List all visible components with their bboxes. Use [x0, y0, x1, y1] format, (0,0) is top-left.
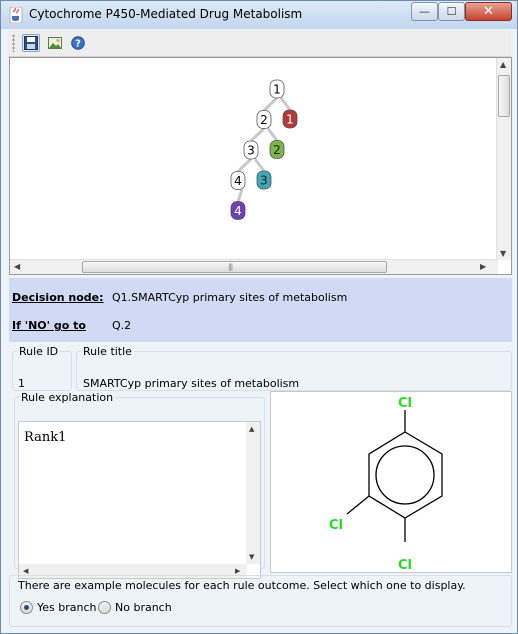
rule-info: Rule ID 1 Rule title SMARTCyp primary si… — [9, 345, 512, 394]
outcome-node-3-label: 3 — [260, 174, 268, 188]
tree-edge-yes-2 — [266, 127, 279, 142]
scroll-left-icon[interactable]: ◀ — [23, 567, 29, 575]
tree-vertical-scrollbar[interactable]: ▲ ▼ — [496, 58, 511, 260]
svg-text:?: ? — [75, 39, 81, 50]
scroll-right-icon[interactable]: ▶ — [480, 262, 487, 271]
example-selection-group: There are example molecules for each rul… — [9, 575, 512, 627]
chlorine-atom-left: Cl — [329, 518, 343, 533]
rule-title-value: SMARTCyp primary sites of metabolism — [83, 377, 300, 390]
decision-tree-panel: 1 2 3 4 1 2 3 4 ▲ ▼ ◀ ||| ▶ — [9, 57, 512, 275]
maximize-icon: ☐ — [446, 5, 457, 18]
image-icon — [48, 37, 62, 49]
outcome-node-2[interactable]: 2 — [269, 140, 285, 159]
decision-node-3[interactable]: 3 — [243, 140, 259, 160]
scroll-up-icon[interactable]: ▲ — [249, 425, 255, 433]
close-icon: ✕ — [483, 4, 494, 19]
outcome-node-4[interactable]: 4 — [230, 201, 246, 220]
explanation-vertical-scrollbar[interactable]: ▲ ▼ — [246, 422, 260, 564]
tree-edge-no-2 — [249, 127, 266, 143]
tree-edge-yes-3 — [253, 158, 266, 172]
export-image-button[interactable] — [46, 34, 64, 52]
rule-explanation-text: Rank1 — [24, 430, 67, 445]
rule-title-group: Rule title SMARTCyp primary sites of met… — [76, 345, 512, 391]
decision-tree-graph: 1 2 3 4 1 2 3 4 — [230, 79, 298, 220]
toolbar-grip[interactable] — [12, 34, 15, 52]
outcome-node-1-label: 1 — [286, 113, 294, 127]
chlorine-atom-bottom: Cl — [398, 558, 412, 573]
save-button[interactable] — [22, 34, 40, 52]
scroll-right-icon[interactable]: ▶ — [235, 567, 241, 575]
outcome-node-1[interactable]: 1 — [282, 109, 298, 129]
rule-id-value: 1 — [18, 377, 25, 390]
rule-explanation-group: Rule explanation Rank1 ▲ ▼ ◀ ▶ — [14, 391, 265, 579]
chlorine-atom-top: Cl — [398, 396, 412, 411]
rule-id-label: Rule ID — [19, 345, 59, 358]
floppy-disk-icon — [24, 36, 38, 50]
rule-title-label: Rule title — [83, 345, 132, 358]
tree-horizontal-scrollbar[interactable]: ◀ ||| ▶ — [10, 259, 498, 274]
tree-horizontal-scroll-thumb[interactable]: ||| — [82, 261, 387, 273]
molecule-structure: Cl Cl Cl — [329, 396, 443, 573]
if-no-label: If 'NO' go to — [12, 319, 86, 332]
no-branch-label: No branch — [115, 601, 172, 614]
scroll-grip-icon: ||| — [228, 263, 233, 271]
yes-branch-label: Yes branch — [37, 601, 97, 614]
yes-branch-option[interactable]: Yes branch — [20, 601, 97, 614]
no-branch-option[interactable]: No branch — [98, 601, 172, 614]
decision-node-label: Decision node: — [12, 291, 104, 304]
scroll-up-icon[interactable]: ▲ — [500, 60, 507, 69]
decision-node-4-label: 4 — [234, 174, 242, 188]
toolbar: ? — [8, 30, 511, 57]
minimize-icon: — — [419, 5, 430, 18]
rule-explanation-textarea[interactable]: Rank1 ▲ ▼ ◀ ▶ — [18, 421, 261, 579]
tree-edge-yes-4 — [236, 189, 244, 202]
decision-node-2[interactable]: 2 — [256, 110, 272, 129]
maximize-button[interactable]: ☐ — [438, 2, 465, 21]
example-description: There are example molecules for each rul… — [18, 579, 466, 592]
scroll-left-icon[interactable]: ◀ — [14, 262, 21, 271]
tree-edge-yes-1 — [279, 97, 292, 111]
scroll-down-icon[interactable]: ▼ — [249, 553, 255, 561]
decision-node-1-label: 1 — [273, 83, 281, 97]
java-app-icon — [9, 7, 23, 23]
outcome-node-2-label: 2 — [273, 143, 281, 157]
minimize-button[interactable]: — — [411, 2, 438, 21]
outcome-node-3[interactable]: 3 — [256, 170, 272, 190]
no-branch-radio[interactable] — [98, 601, 111, 614]
decision-node-4[interactable]: 4 — [230, 171, 246, 190]
close-button[interactable]: ✕ — [465, 2, 512, 21]
decision-node-3-label: 3 — [247, 144, 255, 158]
tree-vertical-scroll-thumb[interactable] — [498, 75, 510, 117]
example-molecule-panel: Cl Cl Cl — [270, 391, 512, 573]
decision-node-value: Q1.SMARTCyp primary sites of metabolism — [112, 291, 348, 304]
scroll-down-icon[interactable]: ▼ — [500, 249, 507, 258]
tree-edge-no-1 — [262, 96, 279, 112]
explanation-horizontal-scrollbar[interactable]: ◀ ▶ — [19, 564, 247, 578]
if-no-value: Q.2 — [112, 319, 132, 332]
decision-node-1[interactable]: 1 — [269, 79, 285, 99]
help-icon: ? — [71, 36, 85, 50]
rule-explanation-label: Rule explanation — [21, 391, 114, 404]
decision-node-2-label: 2 — [260, 113, 268, 127]
window-title: Cytochrome P450-Mediated Drug Metabolism — [29, 7, 303, 21]
tree-edge-no-3 — [236, 157, 253, 173]
outcome-node-4-label: 4 — [234, 204, 242, 218]
yes-branch-radio[interactable] — [20, 601, 33, 614]
help-button[interactable]: ? — [69, 34, 87, 52]
decision-node-panel: Decision node: Q1.SMARTCyp primary sites… — [9, 278, 512, 342]
title-bar[interactable]: Cytochrome P450-Mediated Drug Metabolism… — [1, 1, 517, 29]
rule-id-group: Rule ID 1 — [12, 345, 72, 391]
